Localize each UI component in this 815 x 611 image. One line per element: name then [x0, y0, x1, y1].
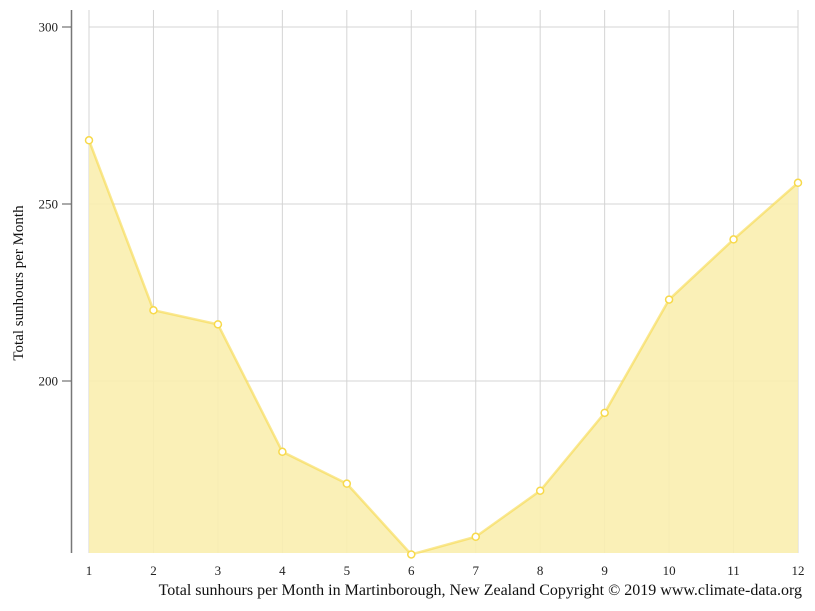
chart-caption: Total sunhours per Month in Martinboroug…: [158, 582, 802, 599]
area-line: [87, 139, 799, 556]
x-tick-label: 11: [727, 563, 740, 578]
data-points: [84, 136, 803, 559]
x-tick-label: 3: [215, 563, 222, 578]
data-point[interactable]: [278, 447, 287, 457]
data-point[interactable]: [84, 136, 94, 145]
axes: [62, 10, 73, 553]
area-fill: [89, 140, 798, 555]
data-point[interactable]: [793, 178, 803, 188]
x-tick-label: 5: [344, 563, 351, 578]
data-point[interactable]: [600, 408, 609, 418]
x-tick-label: 9: [601, 563, 608, 578]
x-tick-label: 10: [663, 563, 676, 578]
data-point[interactable]: [149, 305, 158, 315]
data-point[interactable]: [342, 479, 352, 488]
data-point[interactable]: [471, 532, 480, 542]
y-tick-label: 250: [39, 197, 59, 212]
y-axis-title: Total sunhours per Month: [11, 205, 27, 361]
x-tick-label: 7: [472, 563, 479, 578]
data-point[interactable]: [407, 550, 416, 559]
x-tick-label: 6: [408, 563, 415, 578]
x-tick-label: 8: [537, 563, 544, 578]
data-point[interactable]: [535, 486, 545, 495]
area-series: [87, 139, 799, 556]
x-tick-label: 12: [792, 563, 805, 578]
x-tick-label: 1: [86, 563, 93, 578]
x-tick-label: 4: [279, 563, 286, 578]
data-point[interactable]: [664, 295, 674, 304]
data-point[interactable]: [213, 320, 223, 329]
data-point[interactable]: [729, 235, 738, 244]
y-tick-label: 300: [39, 20, 59, 35]
y-tick-label: 200: [39, 374, 59, 389]
x-tick-label: 2: [150, 563, 157, 578]
